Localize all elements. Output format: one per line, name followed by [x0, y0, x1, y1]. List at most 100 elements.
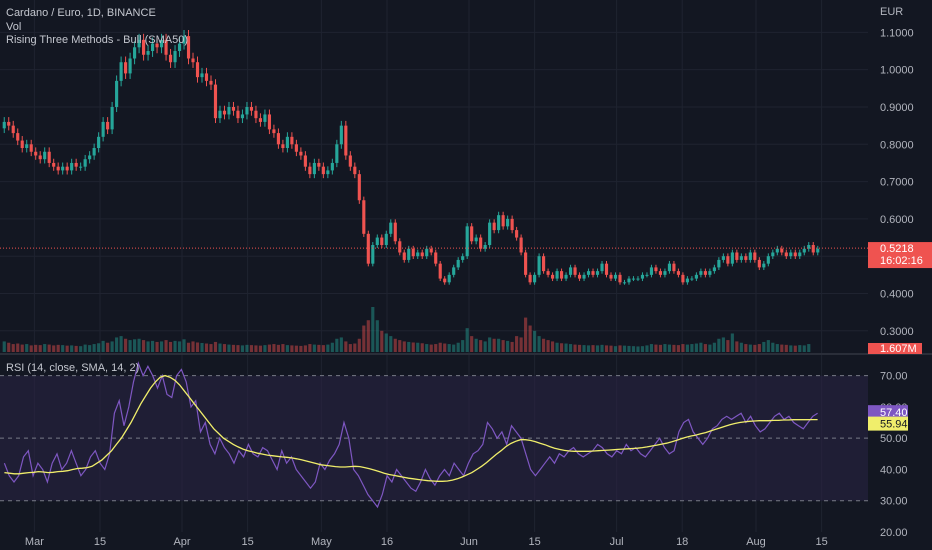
volume-bar: [703, 344, 707, 352]
candle-body: [366, 233, 370, 264]
volume-bar: [789, 345, 793, 352]
candle-body: [595, 271, 600, 275]
rsi-sma-badge: 55.94: [868, 416, 908, 431]
volume-bar: [254, 345, 258, 352]
candle-body: [802, 248, 806, 253]
candle-body: [429, 248, 433, 253]
volume-bar: [209, 344, 213, 352]
volume-bar: [321, 345, 325, 352]
rsi-band: [0, 375, 868, 502]
volume-bar: [667, 344, 672, 352]
candle-body: [771, 252, 775, 257]
volume-bar: [344, 341, 348, 352]
rsi-legend[interactable]: RSI (14, close, SMA, 14, 2): [6, 362, 140, 374]
candle-body: [443, 278, 447, 283]
candle-body: [780, 248, 784, 253]
candle-body: [38, 155, 42, 160]
volume-bar: [461, 340, 465, 352]
volume-bar: [600, 344, 604, 352]
volume-bar: [348, 344, 352, 352]
volume-bar: [182, 339, 186, 352]
currency-label: EUR: [880, 6, 903, 18]
volume-bar: [649, 344, 654, 352]
time-tick-label: 15: [815, 536, 827, 548]
volume-bar: [416, 342, 420, 352]
candle-body: [816, 248, 820, 253]
volume-bar: [366, 320, 370, 352]
price-tick-label: 0.6000: [880, 214, 914, 226]
volume-bar: [236, 345, 240, 352]
price-axis-ticks[interactable]: 1.10001.00000.90000.80000.70000.60000.50…: [880, 27, 914, 337]
candle-body: [384, 233, 388, 246]
candle-body: [470, 226, 474, 242]
svg-text:55.94: 55.94: [880, 419, 908, 431]
volume-bar: [61, 345, 65, 352]
volume-bar: [398, 340, 402, 352]
candle-body: [807, 245, 811, 249]
symbol-legend[interactable]: Cardano / Euro, 1D, BINANCE: [6, 7, 156, 19]
volume-bar: [16, 343, 20, 352]
price-tick-label: 0.3000: [880, 326, 914, 338]
candle-body: [204, 73, 209, 81]
candle-body: [267, 114, 271, 130]
candle-body: [798, 252, 802, 257]
volume-bar: [748, 344, 752, 352]
volume-bar: [407, 341, 411, 352]
candle-body: [753, 252, 757, 260]
candle-body: [182, 36, 186, 44]
candle-body: [479, 237, 483, 249]
volume-bar: [142, 340, 146, 352]
svg-text:0.5218: 0.5218: [880, 243, 914, 255]
volume-bar: [227, 344, 231, 352]
volume-bar: [807, 344, 811, 352]
candle-body: [308, 166, 312, 175]
candle-body: [371, 245, 375, 264]
candle-body: [645, 274, 649, 276]
candle-body: [524, 252, 528, 275]
volume-bar: [452, 344, 456, 352]
candle-body: [101, 121, 105, 137]
volume-bar: [38, 345, 42, 352]
volume-bar: [231, 344, 236, 352]
volume-bar: [240, 345, 245, 352]
time-tick-label: 15: [94, 536, 106, 548]
candle-body: [339, 125, 343, 145]
volume-bar: [258, 345, 263, 352]
candle-body: [236, 110, 240, 119]
volume-bar: [681, 344, 685, 352]
volume-bar: [586, 345, 591, 352]
volume-bar: [685, 344, 689, 352]
volume-bars: [2, 307, 811, 352]
price-tick-label: 1.0000: [880, 65, 914, 77]
candle-body: [694, 274, 698, 279]
volume-legend[interactable]: Vol: [6, 21, 22, 33]
volume-bar: [672, 344, 676, 352]
candle-body: [712, 267, 716, 272]
indicator-legend[interactable]: Rising Three Methods - Bull (SMA50): [6, 34, 188, 46]
candle-body: [510, 218, 514, 231]
volume-bar: [164, 340, 168, 352]
candle-body: [586, 271, 591, 275]
candle-body: [2, 121, 6, 129]
volume-bar: [25, 344, 29, 352]
candle-body: [353, 166, 357, 175]
candle-body: [582, 274, 586, 279]
volume-bar: [573, 344, 577, 352]
volume-bar: [124, 338, 128, 352]
time-axis[interactable]: Mar 15 Apr 15 May 16 Jun 15 Jul 18 Aug 15: [25, 536, 828, 548]
volume-badge: 1.607M: [868, 343, 922, 355]
candle-body: [213, 84, 218, 119]
candle-body: [330, 162, 334, 171]
volume-bar: [276, 344, 280, 352]
candle-body: [106, 121, 110, 130]
volume-bar: [133, 339, 137, 352]
volume-bar: [483, 341, 487, 352]
candle-body: [218, 110, 222, 119]
candle-body: [317, 162, 321, 167]
volume-bar: [146, 341, 150, 352]
volume-bar: [537, 336, 541, 352]
candle-body: [717, 259, 721, 268]
candle-body: [604, 263, 609, 275]
